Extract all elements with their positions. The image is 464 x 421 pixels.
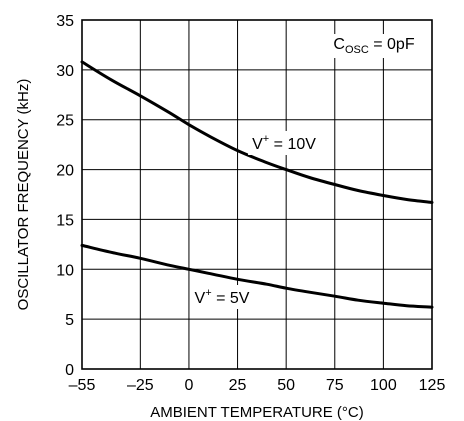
series-label-10v-superscript: +: [263, 133, 269, 145]
series-line-5v: [80, 243, 434, 309]
x-tick-label: 125: [419, 377, 446, 394]
y-tick-label: 35: [56, 13, 74, 30]
y-tick-label: 10: [56, 262, 74, 279]
series-label-5v-suffix: = 5V: [212, 290, 250, 307]
x-tick-labels: –55 –25 0 25 50 75 100 125: [69, 377, 446, 394]
series-label-10v-suffix: = 10V: [269, 136, 316, 153]
y-tick-label: 5: [65, 312, 74, 329]
condition-label: COSC = 0pF: [333, 36, 414, 56]
series-label-10v: V+ = 10V: [252, 133, 316, 153]
condition-label-box: [329, 34, 419, 58]
x-tick-label: 25: [229, 377, 247, 394]
series-label-5v: V+ = 5V: [195, 287, 250, 307]
x-tick-label: –55: [69, 377, 96, 394]
condition-label-subscript: OSC: [345, 44, 369, 56]
series-label-10v-prefix: V: [252, 136, 263, 153]
x-tick-label: –25: [127, 377, 154, 394]
x-tick-label: 75: [326, 377, 344, 394]
y-tick-label: 15: [56, 212, 74, 229]
series-label-5v-prefix: V: [195, 290, 206, 307]
y-tick-label: 0: [65, 362, 74, 379]
x-tick-label: 50: [277, 377, 295, 394]
y-axis-title: OSCILLATOR FREQUENCY (kHz): [15, 79, 32, 311]
x-axis-title: AMBIENT TEMPERATURE (°C): [150, 404, 364, 421]
series-label-10v-box: [248, 131, 321, 155]
plot-frame: [81, 19, 433, 370]
data-curves: [80, 60, 434, 309]
y-tick-label: 30: [56, 63, 74, 80]
y-tick-labels: 0 5 10 15 20 25 30 35: [56, 13, 74, 379]
condition-label-suffix: = 0pF: [369, 36, 415, 53]
x-tick-label: 100: [370, 377, 397, 394]
x-tick-label: 0: [184, 377, 193, 394]
y-tick-label: 20: [56, 163, 74, 180]
condition-label-prefix: C: [333, 36, 345, 53]
series-label-5v-superscript: +: [205, 287, 211, 299]
series-line-10v: [80, 60, 434, 204]
series-label-5v-box: [190, 285, 254, 309]
y-tick-label: 25: [56, 113, 74, 130]
